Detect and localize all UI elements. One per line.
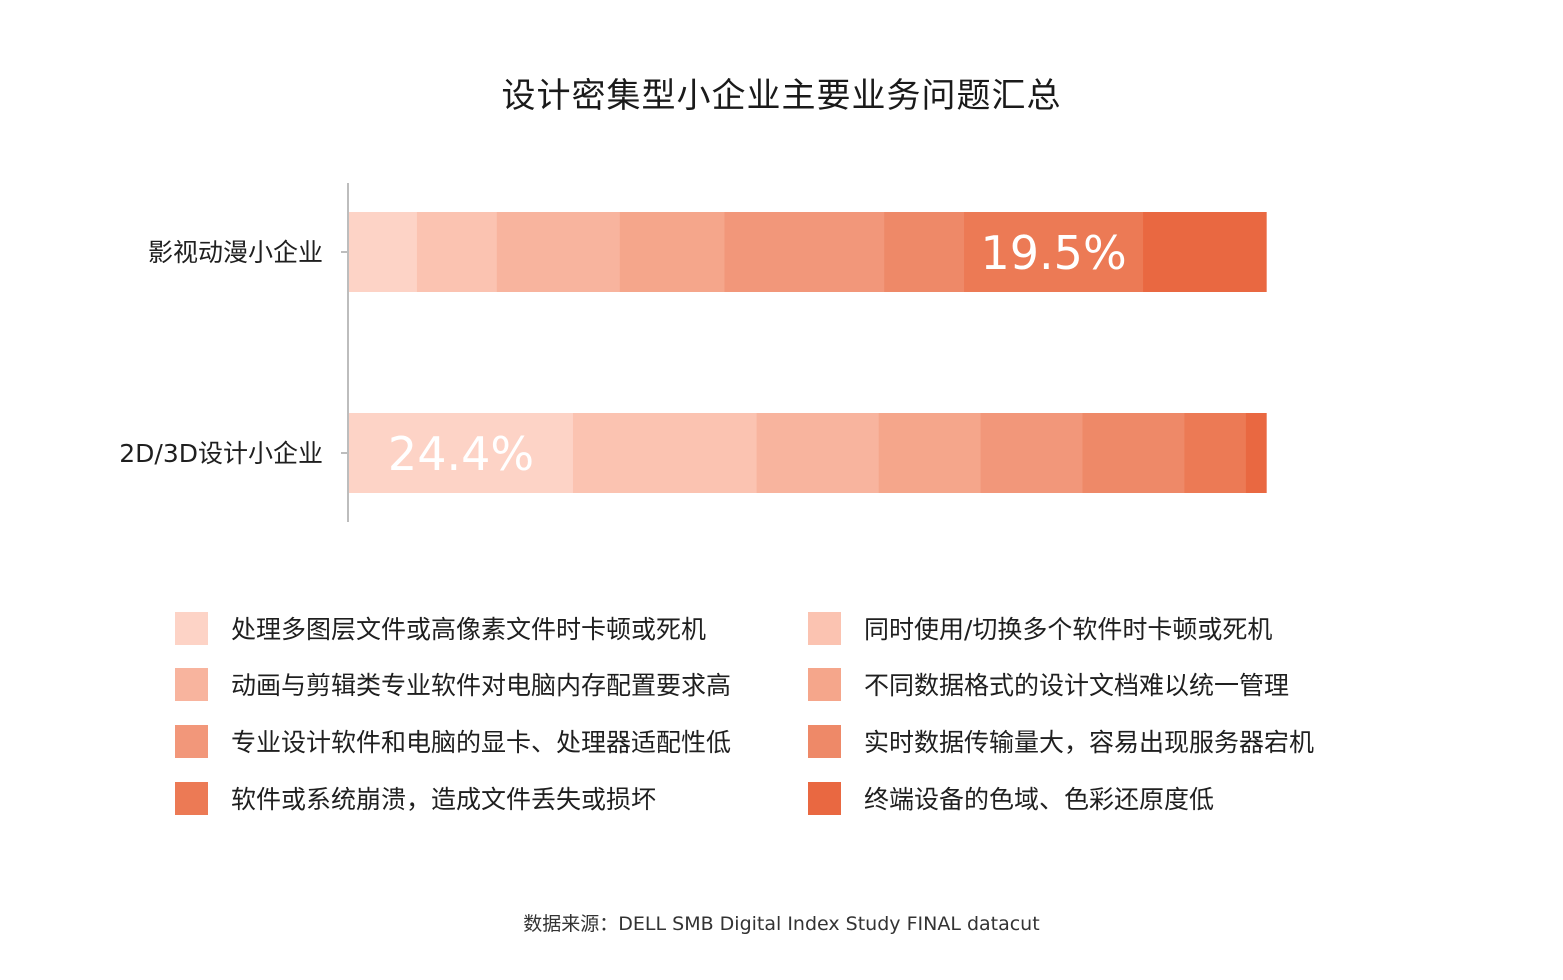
legend-item: 不同数据格式的设计文档难以统一管理 [808,666,1289,702]
bar-segment [1082,413,1185,493]
legend-item: 专业设计软件和电脑的显卡、处理器适配性低 [175,723,731,759]
bar-segment [724,212,885,292]
legend-swatch [175,724,208,758]
bar-segment [1184,413,1247,493]
bar-segment [619,212,726,292]
legend: 处理多图层文件或高像素文件时卡顿或死机 动画与剪辑类专业软件对电脑内存配置要求高专… [175,608,1405,828]
bar-segment [964,212,1144,292]
legend-item: 动画与剪辑类专业软件对电脑内存配置要求高 [175,666,731,702]
data-label: 24.4% [388,427,534,481]
legend-swatch [808,724,841,758]
legend-label: 同时使用/切换多个软件时卡顿或死机 [864,615,1273,644]
bar-segment [349,212,418,292]
bar-segment [1245,413,1267,493]
legend-label: 动画与剪辑类专业软件对电脑内存配置要求高 [231,671,732,700]
bar-segment [496,212,621,292]
legend-swatch [808,667,841,701]
legend-label: 不同数据格式的设计文档难以统一管理 [864,671,1290,700]
legend-swatch [175,781,208,815]
legend-label: 实时数据传输量大，容易出现服务器宕机 [864,728,1315,757]
legend-item: 终端设备的色域、色彩还原度低 [808,780,1214,816]
bar-segment [878,413,982,493]
bar-segment [756,413,880,493]
data-label: 19.5% [981,226,1127,280]
source-note: 数据来源：DELL SMB Digital Index Study FINAL … [523,913,1040,935]
legend-label: 处理多图层文件或高像素文件时卡顿或死机 [231,615,707,644]
bar-segment [572,413,758,493]
bar-segment [884,212,965,292]
axis-layer: 影视动漫小企业 2D/3D设计小企业 [119,183,349,522]
bar-segment [980,413,1084,493]
chart-title: 设计密集型小企业主要业务问题汇总 [501,76,1062,116]
stacked-bar-chart: 影视动漫小企业 2D/3D设计小企业 19.5% 24.4% [119,183,1267,522]
legend-swatch [808,611,841,645]
legend-swatch [175,667,208,701]
bar-segment [1143,212,1267,292]
labels-layer: 19.5% 24.4% [388,226,1127,481]
legend-swatch [175,611,208,645]
bars-layer [349,212,1267,493]
bar-segment [349,413,574,493]
legend-label: 软件或系统崩溃，造成文件丢失或损坏 [231,785,657,814]
legend-item: 实时数据传输量大，容易出现服务器宕机 [808,723,1314,759]
y-tick-label: 影视动漫小企业 [148,238,323,267]
legend-item: 处理多图层文件或高像素文件时卡顿或死机 [175,610,706,646]
legend-swatch [808,781,841,815]
bar-segment [416,212,498,292]
legend-label: 专业设计软件和电脑的显卡、处理器适配性低 [231,728,732,757]
legend-item: 软件或系统崩溃，造成文件丢失或损坏 [175,780,656,816]
legend-item: 同时使用/切换多个软件时卡顿或死机 [808,610,1272,646]
y-tick-label: 2D/3D设计小企业 [119,439,323,468]
legend-label: 终端设备的色域、色彩还原度低 [864,785,1215,814]
